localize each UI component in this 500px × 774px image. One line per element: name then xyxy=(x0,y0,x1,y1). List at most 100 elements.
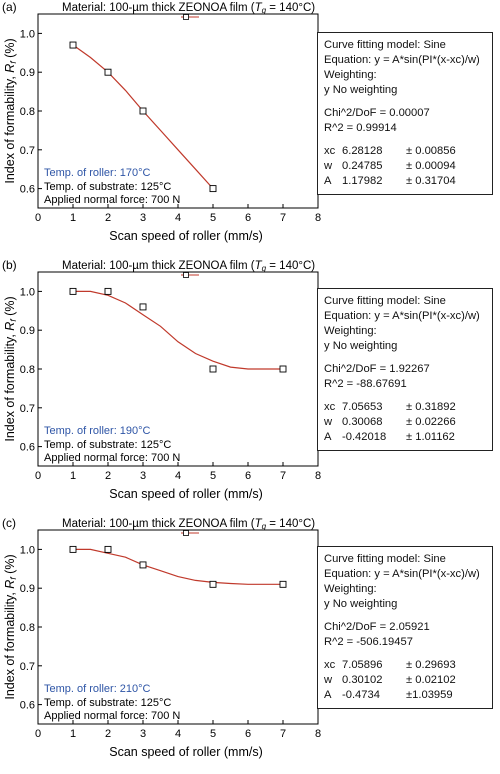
normal-force-annotation: Applied normal force: 700 N xyxy=(44,710,180,722)
fit-param-row: xc 7.05896 ± 0.29693 xyxy=(324,658,486,673)
y-tick-label: 0.7 xyxy=(20,661,35,673)
legend-marker xyxy=(183,14,189,20)
y-label-prefix: Index of formability, xyxy=(3,73,17,184)
param-error: ±1.03959 xyxy=(406,689,453,701)
chart-header-text: Material: 100-µm thick ZEONOA film (Tg =… xyxy=(62,2,315,15)
x-tick-label: 8 xyxy=(315,470,321,482)
data-point xyxy=(104,545,112,553)
y-label-prefix: Index of formability, xyxy=(3,589,17,700)
y-axis-label: Index of formability, Rf (%) xyxy=(3,296,18,441)
y-tick-label: 1.0 xyxy=(20,286,35,298)
x-tick-label: 0 xyxy=(35,470,41,482)
y-label-symbol: R xyxy=(3,322,17,331)
param-error: ± 0.31704 xyxy=(406,175,456,187)
y-tick-label: 0.6 xyxy=(20,184,35,196)
data-point xyxy=(209,580,217,588)
y-tick-label: 1.0 xyxy=(20,544,35,556)
fit-model: Curve fitting model: Sine xyxy=(324,39,446,51)
param-name: w xyxy=(324,674,333,686)
data-point xyxy=(69,287,77,295)
substrate-temp-annotation: Temp. of substrate: 125°C xyxy=(44,697,171,709)
x-tick-label: 8 xyxy=(315,212,321,224)
legend-marker xyxy=(183,530,189,536)
x-tick-label: 2 xyxy=(105,470,111,482)
x-tick-label: 0 xyxy=(35,728,41,740)
fit-weighting-label: Weighting: xyxy=(324,69,377,81)
x-tick-label: 5 xyxy=(210,470,216,482)
line-square-marker-icon xyxy=(181,530,199,536)
header-suffix: = 140°C) xyxy=(266,518,315,530)
line-square-marker-icon xyxy=(181,14,199,20)
param-error: ± 0.00094 xyxy=(406,160,456,172)
y-tick-label: 0.7 xyxy=(20,403,35,415)
fit-curve-line xyxy=(73,548,283,585)
param-value: 1.17982 xyxy=(342,175,383,187)
fit-param-row: w 0.30068 ± 0.02266 xyxy=(324,415,486,430)
param-value: 0.30068 xyxy=(342,416,383,428)
tg-subscript: g xyxy=(262,264,267,273)
y-label-subscript: f xyxy=(8,60,18,64)
param-error: ± 0.31892 xyxy=(406,401,456,413)
param-error: ± 0.02102 xyxy=(406,674,456,686)
fit-model: Curve fitting model: Sine xyxy=(324,295,446,307)
fit-equation: Equation: y = A*sin(PI*(x-xc)/w) xyxy=(324,54,480,66)
tg-symbol: T xyxy=(255,260,263,272)
x-tick-label: 4 xyxy=(175,212,181,224)
y-tick-label: 0.8 xyxy=(20,622,35,634)
header-suffix: = 140°C) xyxy=(266,2,315,14)
fit-param-row: xc 7.05653 ± 0.31892 xyxy=(324,400,486,415)
param-value: 0.24785 xyxy=(342,160,383,172)
fit-weighting: y No weighting xyxy=(324,340,398,352)
fit-weighting-label: Weighting: xyxy=(324,325,377,337)
data-point xyxy=(69,41,77,49)
data-point xyxy=(139,107,147,115)
chart-panel-b: (b) Material: 100-µm thick ZEONOA film (T… xyxy=(0,258,500,508)
y-tick-label: 0.9 xyxy=(20,583,35,595)
roller-temp-annotation: Temp. of roller: 190°C xyxy=(44,425,151,437)
chart-panel-a: (a) Material: 100-µm thick ZEONOA film (T… xyxy=(0,0,500,250)
param-name: xc xyxy=(324,401,336,413)
x-tick-label: 2 xyxy=(105,728,111,740)
fit-param-row: w 0.30102 ± 0.02102 xyxy=(324,673,486,688)
x-axis-label: Scan speed of roller (mm/s) xyxy=(109,745,263,759)
fit-results-box: Curve fitting model: Sine Equation: y = … xyxy=(317,546,493,709)
panel-label: (c) xyxy=(2,516,16,530)
data-point xyxy=(69,545,77,553)
fit-param-row: w 0.24785 ± 0.00094 xyxy=(324,159,486,174)
tg-subscript: g xyxy=(262,522,267,531)
param-error: ± 0.00856 xyxy=(406,145,456,157)
y-axis-label: Index of formability, Rf (%) xyxy=(3,38,18,183)
chart-header-text: Material: 100-µm thick ZEONOA film (Tg =… xyxy=(62,260,315,273)
header-prefix: Material: 100-µm thick ZEONOA film ( xyxy=(62,518,255,530)
chart-svg-a: (a) Material: 100-µm thick ZEONOA film (T… xyxy=(2,0,321,243)
x-tick-label: 7 xyxy=(280,470,286,482)
header-suffix: = 140°C) xyxy=(266,260,315,272)
x-tick-label: 4 xyxy=(175,728,181,740)
x-tick-label: 2 xyxy=(105,212,111,224)
y-label-subscript: f xyxy=(8,318,18,322)
x-tick-label: 3 xyxy=(140,212,146,224)
tg-symbol: T xyxy=(255,2,263,14)
param-value: 7.05653 xyxy=(342,401,383,413)
param-name: A xyxy=(324,431,332,443)
param-value: 7.05896 xyxy=(342,659,383,671)
y-label-symbol: R xyxy=(3,64,17,73)
fit-model: Curve fitting model: Sine xyxy=(324,553,446,565)
y-tick-label: 0.9 xyxy=(20,325,35,337)
param-name: w xyxy=(324,416,333,428)
x-tick-label: 3 xyxy=(140,728,146,740)
fit-param-row: A -0.4734 ±1.03959 xyxy=(324,688,486,703)
fit-weighting: y No weighting xyxy=(324,84,398,96)
fit-chi2: Chi^2/DoF = 2.05921 xyxy=(324,621,430,633)
y-tick-label: 0.6 xyxy=(20,700,35,712)
data-point xyxy=(279,580,287,588)
x-tick-label: 8 xyxy=(315,728,321,740)
param-error: ± 1.01162 xyxy=(406,431,455,443)
x-axis-label: Scan speed of roller (mm/s) xyxy=(109,487,263,501)
fit-r2: R^2 = -88.67691 xyxy=(324,378,407,390)
header-prefix: Material: 100-µm thick ZEONOA film ( xyxy=(62,260,255,272)
y-tick-label: 0.6 xyxy=(20,442,35,454)
param-error: ± 0.29693 xyxy=(406,659,456,671)
data-point xyxy=(279,365,287,373)
y-tick-label: 0.8 xyxy=(20,364,35,376)
